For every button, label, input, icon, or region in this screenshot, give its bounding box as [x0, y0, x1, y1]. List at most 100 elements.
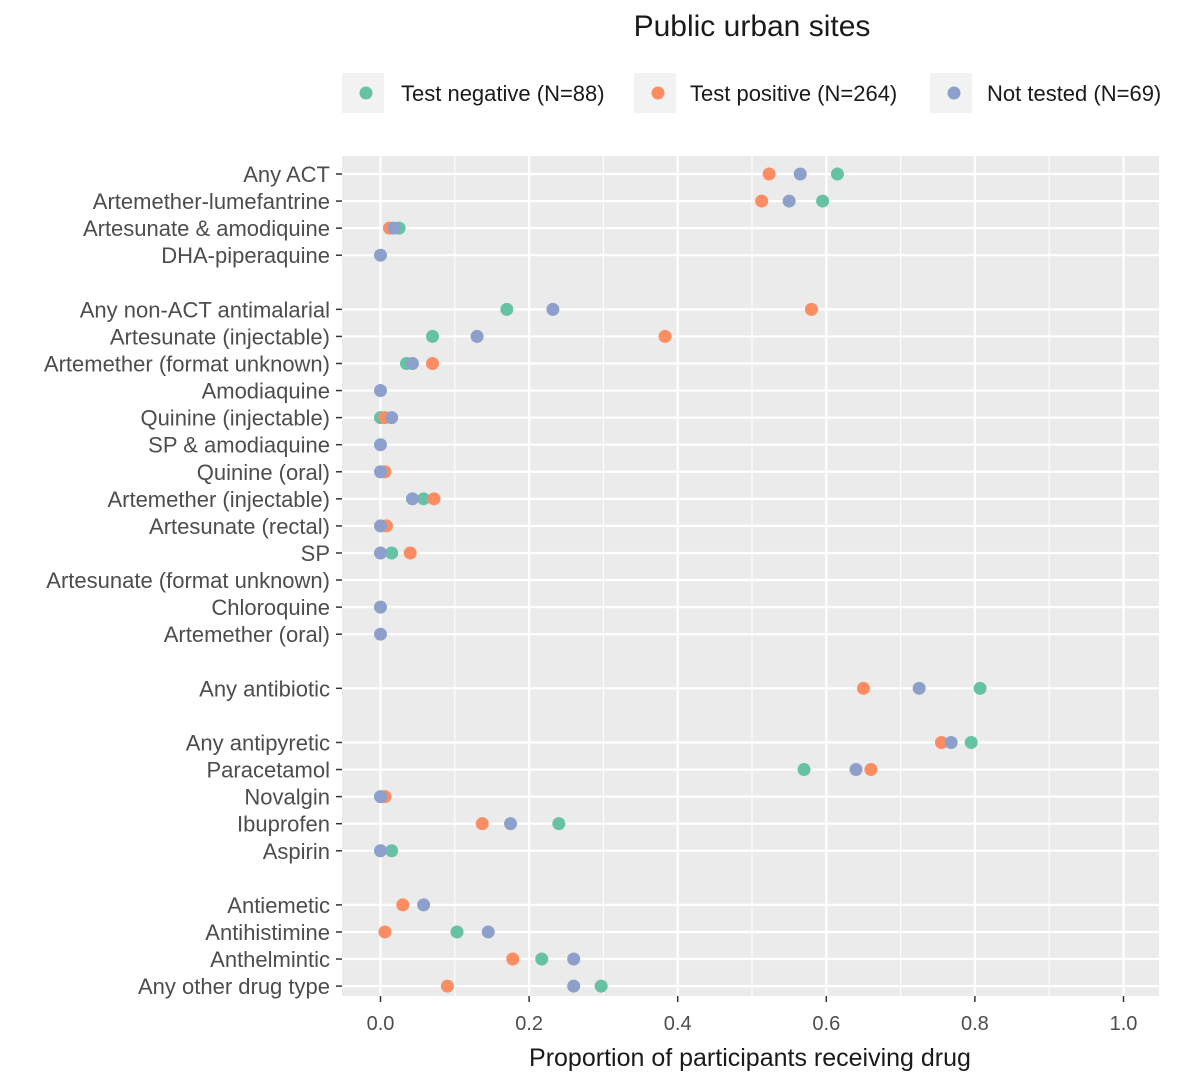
data-point — [374, 790, 387, 804]
data-point — [912, 681, 926, 695]
y-tick-label: Artesunate (injectable) — [110, 324, 330, 349]
legend-label: Test positive (N=264) — [690, 81, 897, 106]
data-point — [535, 952, 549, 966]
y-tick-label: Ibuprofen — [237, 812, 330, 837]
legend-swatch — [947, 86, 961, 100]
data-point — [378, 925, 392, 939]
y-tick-label: Artemether (injectable) — [107, 487, 330, 512]
data-point — [830, 167, 844, 181]
plot-panel — [342, 156, 1159, 996]
data-point — [782, 194, 796, 208]
y-tick-label: SP & amodiaquine — [148, 433, 330, 458]
y-tick-label: Artemether (format unknown) — [44, 351, 330, 376]
y-tick-label: Any antibiotic — [199, 676, 330, 701]
y-tick-label: Quinine (oral) — [197, 460, 330, 485]
data-point — [506, 952, 520, 966]
y-tick-label: Chloroquine — [211, 595, 330, 620]
data-point — [374, 546, 387, 560]
data-point — [385, 844, 399, 858]
data-point — [396, 898, 410, 912]
data-point — [426, 329, 440, 343]
data-point — [374, 844, 387, 858]
data-points — [374, 167, 987, 993]
y-tick-label: Artesunate (rectal) — [149, 514, 330, 539]
data-point — [450, 925, 464, 939]
data-point — [417, 492, 431, 506]
data-point — [546, 302, 560, 316]
legend-swatch — [359, 86, 373, 100]
data-point — [470, 329, 484, 343]
x-tick-label: 0.4 — [664, 1013, 692, 1035]
data-point — [440, 979, 454, 993]
data-point — [385, 411, 399, 425]
data-point — [762, 167, 776, 181]
x-tick-label: 0.8 — [961, 1013, 989, 1035]
y-tick-label: SP — [301, 541, 330, 566]
data-point — [755, 194, 769, 208]
data-point — [385, 546, 399, 560]
data-point — [804, 302, 818, 316]
x-tick-label: 0.2 — [515, 1013, 543, 1035]
data-point — [594, 979, 608, 993]
data-point — [481, 925, 495, 939]
data-point — [973, 681, 987, 695]
data-point — [374, 519, 387, 533]
data-point — [427, 492, 441, 506]
data-point — [374, 384, 387, 398]
data-point — [856, 681, 870, 695]
y-tick-label: Artemether-lumefantrine — [93, 189, 330, 214]
legend-label: Test negative (N=88) — [401, 81, 605, 106]
y-tick-label: Novalgin — [244, 785, 330, 810]
y-tick-label: Anthelmintic — [210, 947, 330, 972]
data-point — [864, 763, 878, 777]
data-point — [964, 735, 978, 749]
data-point — [944, 735, 958, 749]
data-point — [374, 248, 387, 262]
data-point — [374, 465, 387, 479]
data-point — [475, 817, 489, 831]
legend-label: Not tested (N=69) — [987, 81, 1161, 106]
x-tick-label: 0.0 — [367, 1013, 395, 1035]
data-point — [504, 817, 518, 831]
x-tick-label: 0.6 — [812, 1013, 840, 1035]
y-tick-label: Paracetamol — [206, 758, 330, 783]
data-point — [552, 817, 566, 831]
chart-title: Public urban sites — [634, 10, 871, 43]
data-point — [797, 763, 811, 777]
data-point — [793, 167, 807, 181]
data-point — [403, 546, 417, 560]
y-tick-label: Aspirin — [263, 839, 330, 864]
data-point — [405, 356, 419, 370]
x-tick-label: 1.0 — [1110, 1013, 1138, 1035]
y-tick-label: Any antipyretic — [186, 730, 330, 755]
y-tick-label: Artemether (oral) — [164, 622, 330, 647]
data-point — [567, 979, 581, 993]
data-point — [567, 952, 581, 966]
y-tick-label: Any ACT — [243, 162, 330, 187]
y-tick-label: DHA-piperaquine — [161, 243, 330, 268]
data-point — [374, 627, 387, 641]
data-point — [934, 735, 948, 749]
data-point — [816, 194, 830, 208]
y-tick-label: Antiemetic — [227, 893, 330, 918]
y-tick-label: Antihistimine — [205, 920, 330, 945]
legend-swatch — [651, 86, 665, 100]
legend: Test negative (N=88) Test positive (N=264… — [342, 73, 1161, 113]
y-tick-label: Any non-ACT antimalarial — [80, 297, 330, 322]
y-tick-label: Amodiaquine — [202, 379, 330, 404]
y-tick-label: Quinine (injectable) — [140, 406, 330, 431]
data-point — [849, 763, 863, 777]
data-point — [417, 898, 431, 912]
x-axis: 0.0 0.2 0.4 0.6 0.8 1.0 — [367, 996, 1138, 1035]
x-axis-label: Proportion of participants receiving dru… — [529, 1044, 971, 1072]
data-point — [658, 329, 672, 343]
y-tick-label: Artesunate (format unknown) — [46, 568, 330, 593]
data-point — [374, 600, 387, 614]
data-point — [500, 302, 514, 316]
y-tick-label: Any other drug type — [138, 974, 330, 999]
data-point — [387, 221, 401, 235]
data-point — [426, 356, 440, 370]
gridlines — [342, 156, 1159, 996]
